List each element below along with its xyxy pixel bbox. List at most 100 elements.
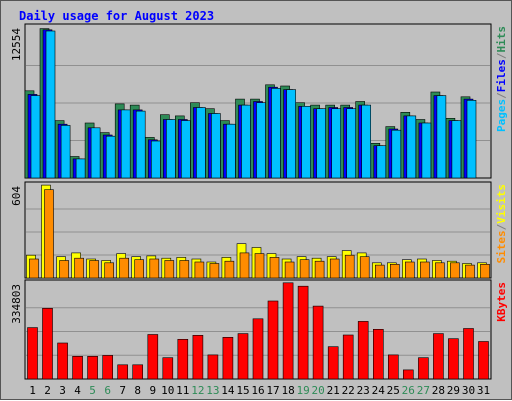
bar-sites-day-14	[224, 260, 235, 279]
bar-pages-day-15	[241, 104, 251, 179]
bar-kbytes-day-15	[237, 333, 249, 380]
bar-kbytes-day-16	[252, 318, 264, 380]
bar-kbytes-day-25	[387, 354, 399, 380]
x-tick-label: 16	[251, 384, 264, 397]
bar-pages-day-1	[30, 95, 41, 179]
legend-item: Sites	[495, 230, 508, 263]
bar-kbytes-day-18	[282, 282, 294, 380]
x-tick-label: 14	[221, 384, 235, 397]
x-tick-label: 12	[191, 384, 204, 397]
x-tick-label: 5	[89, 384, 96, 397]
bar-pages-day-21	[331, 108, 342, 179]
legend-item: Pages	[495, 99, 508, 132]
bar-sites-day-7	[119, 257, 129, 279]
bar-sites-day-27	[420, 261, 430, 279]
x-tick-label: 24	[372, 384, 386, 397]
bar-kbytes-day-10	[162, 357, 174, 380]
bar-pages-day-29	[451, 120, 462, 179]
x-tick-label: 21	[327, 384, 340, 397]
bar-pages-day-25	[391, 129, 402, 179]
bar-pages-day-19	[301, 106, 311, 179]
chart-title: Daily usage for August 2023	[19, 9, 214, 23]
x-tick-label: 30	[462, 384, 475, 397]
x-tick-label: 7	[119, 384, 126, 397]
bar-sites-day-26	[404, 261, 415, 279]
x-tick-label: 1	[29, 384, 36, 397]
bar-sites-day-8	[134, 259, 144, 279]
legend-item: Files	[495, 59, 508, 92]
bar-sites-day-29	[450, 262, 460, 279]
bar-sites-day-10	[164, 260, 175, 279]
bar-kbytes-day-1	[27, 327, 38, 380]
bar-kbytes-day-23	[357, 321, 369, 380]
x-tick-label: 3	[59, 384, 66, 397]
bar-kbytes-day-5	[87, 355, 98, 380]
bar-kbytes-day-28	[433, 333, 444, 380]
bar-pages-day-22	[346, 108, 357, 179]
bar-pages-day-20	[316, 108, 326, 179]
legend-item: KBytes	[495, 282, 508, 322]
bar-pages-day-16	[256, 102, 266, 179]
bar-kbytes-day-20	[312, 305, 324, 380]
max-label-middle: 604	[10, 186, 23, 206]
legend-item: /	[495, 92, 508, 99]
bar-sites-day-5	[89, 260, 99, 279]
x-tick-label: 17	[266, 384, 279, 397]
bar-kbytes-day-11	[177, 338, 189, 380]
bar-pages-day-11	[181, 120, 191, 179]
bar-kbytes-day-9	[147, 334, 159, 380]
bar-kbytes-day-21	[327, 346, 339, 380]
bar-pages-day-27	[421, 122, 432, 179]
bar-sites-day-21	[329, 258, 340, 279]
bar-pages-day-7	[120, 109, 131, 179]
bar-pages-day-10	[166, 119, 176, 179]
bar-kbytes-day-13	[207, 354, 219, 380]
x-tick-label: 31	[477, 384, 490, 397]
bar-pages-day-3	[60, 125, 71, 179]
bar-sites-day-25	[389, 263, 400, 279]
x-tick-label: 19	[296, 384, 309, 397]
bar-sites-day-13	[209, 263, 220, 279]
bar-sites-day-20	[314, 260, 325, 279]
bar-sites-day-2	[44, 189, 54, 279]
bar-sites-day-17	[269, 257, 280, 279]
bar-sites-day-6	[104, 262, 114, 279]
bar-sites-day-18	[284, 261, 295, 279]
bar-kbytes-day-17	[267, 300, 279, 380]
x-tick-label: 23	[357, 384, 370, 397]
x-tick-label: 11	[176, 384, 189, 397]
legend-item: Visits	[495, 184, 508, 224]
bar-kbytes-day-8	[132, 364, 143, 380]
x-tick-label: 8	[134, 384, 141, 397]
x-tick-label: 10	[161, 384, 174, 397]
legend-middle: Sites/Visits	[495, 184, 508, 264]
bar-sites-day-24	[374, 264, 385, 279]
x-tick-label: 22	[342, 384, 355, 397]
bar-sites-day-4	[74, 257, 84, 279]
bar-sites-day-23	[359, 256, 370, 279]
legend-bottom: KBytes	[495, 282, 508, 322]
legend-top: Pages/Files/Hits	[495, 26, 508, 132]
bar-kbytes-day-19	[297, 285, 309, 380]
x-tick-label: 27	[417, 384, 430, 397]
bar-kbytes-day-2	[42, 307, 53, 380]
bar-sites-day-16	[254, 253, 265, 279]
bar-pages-day-5	[90, 127, 101, 179]
bar-sites-day-30	[465, 264, 475, 279]
bar-pages-day-13	[211, 113, 221, 179]
bar-pages-day-17	[271, 88, 281, 179]
bar-sites-day-11	[179, 260, 190, 279]
bar-pages-day-23	[361, 104, 372, 179]
bar-kbytes-day-30	[463, 328, 474, 380]
bar-kbytes-day-29	[448, 338, 459, 380]
max-label-top: 12554	[10, 28, 23, 61]
bar-kbytes-day-31	[478, 341, 489, 380]
x-tick-label: 29	[447, 384, 460, 397]
bar-pages-day-4	[75, 158, 86, 179]
bar-pages-day-6	[105, 135, 116, 179]
bar-kbytes-day-3	[57, 342, 68, 380]
bar-kbytes-day-26	[402, 369, 414, 380]
bar-pages-day-30	[466, 100, 477, 179]
